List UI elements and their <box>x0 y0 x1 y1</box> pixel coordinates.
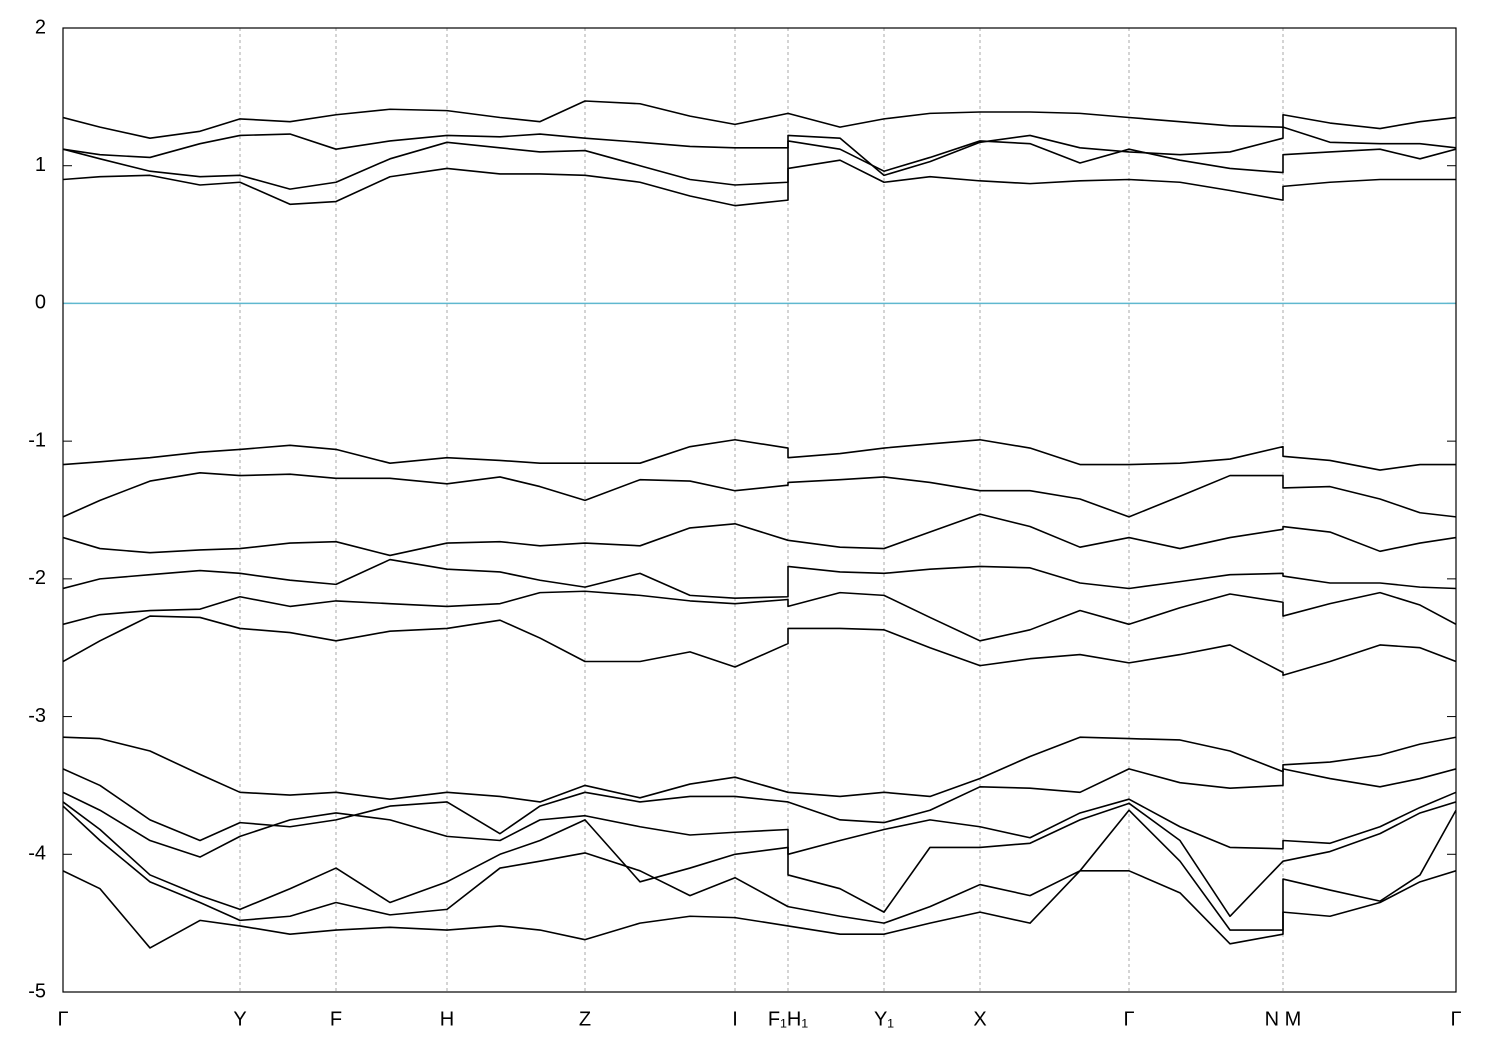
band-line <box>63 870 1456 949</box>
x-tick-label: Z <box>579 1008 591 1030</box>
x-tick-label: F₁H₁ <box>768 1008 808 1030</box>
x-tick-label: N M <box>1265 1008 1302 1030</box>
x-tick-label: Γ <box>57 1008 68 1030</box>
y-tick-label: -2 <box>28 567 46 589</box>
y-tick-label: 0 <box>35 292 46 314</box>
y-tick-label: -1 <box>28 429 46 451</box>
band-line <box>63 438 1456 471</box>
x-tick-label: Y <box>233 1008 246 1030</box>
y-tick-label: 2 <box>35 16 46 38</box>
x-tick-label: Y₁ <box>874 1008 894 1030</box>
band-line <box>63 140 1456 190</box>
band-line <box>63 590 1456 642</box>
x-tick-label: Γ <box>1450 1008 1461 1030</box>
band-line <box>63 801 1456 918</box>
y-tick-label: -5 <box>28 980 46 1002</box>
band-line <box>63 472 1456 518</box>
band-line <box>63 791 1456 858</box>
x-tick-label: F <box>330 1008 342 1030</box>
band-line <box>63 100 1456 139</box>
band-line <box>63 513 1456 557</box>
band-line <box>63 768 1456 842</box>
band-line <box>63 615 1456 677</box>
x-tick-label: I <box>732 1008 738 1030</box>
x-tick-label: Γ <box>1123 1008 1134 1030</box>
plot-frame <box>62 27 1457 993</box>
x-tick-label: H <box>440 1008 454 1030</box>
x-tick-label: X <box>973 1008 986 1030</box>
band-line <box>63 126 1456 177</box>
band-line <box>63 736 1456 803</box>
band-line <box>63 558 1456 599</box>
band-line <box>63 159 1456 207</box>
y-tick-label: 1 <box>35 154 46 176</box>
y-tick-label: -4 <box>28 843 46 865</box>
y-tick-label: -3 <box>28 705 46 727</box>
